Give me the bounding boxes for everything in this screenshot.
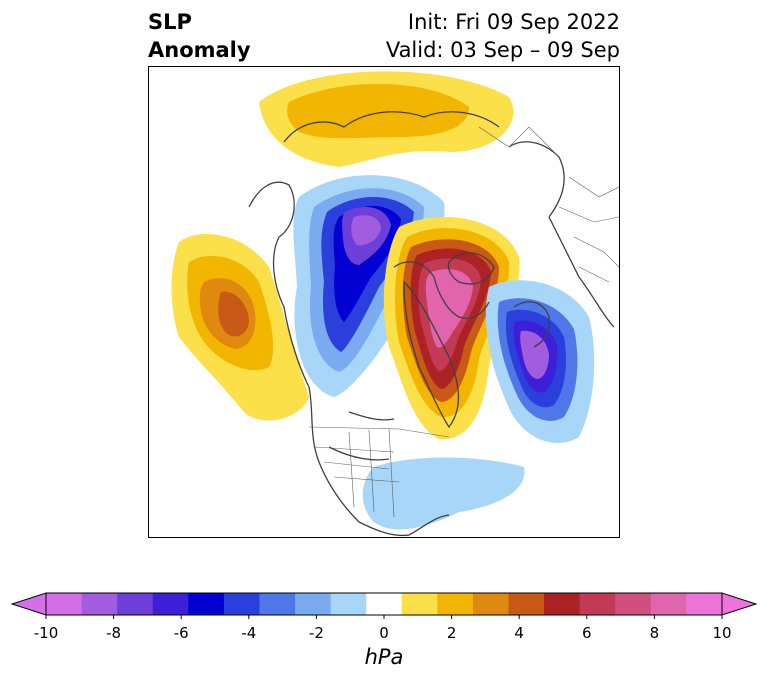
colorbar-swatch: [117, 593, 154, 615]
colorbar-swatch: [472, 593, 510, 615]
colorbar: [10, 592, 758, 619]
colorbar-swatch: [544, 593, 581, 615]
colorbar-tick-label: 8: [649, 624, 660, 642]
map-panel: [148, 66, 620, 538]
colorbar-swatch: [223, 593, 260, 615]
colorbar-swatch: [152, 593, 189, 615]
colorbar-tick-label: -4: [241, 624, 257, 642]
colorbar-swatch: [81, 593, 118, 615]
colorbar-label: hPa: [364, 645, 404, 669]
colorbar-extend-min: [10, 592, 47, 616]
map-subtitle: Init: Fri 09 Sep 2022 Valid: 03 Sep – 09…: [386, 8, 620, 64]
political-borders: [308, 126, 619, 518]
init-date: Init: Fri 09 Sep 2022: [407, 10, 620, 34]
colorbar-swatch: [650, 593, 687, 615]
anomaly-map: [171, 71, 619, 537]
title-line-1: SLP: [148, 10, 192, 34]
anomaly-low-canada: [293, 175, 445, 397]
coastlines: [248, 111, 615, 537]
colorbar-swatch: [46, 593, 83, 615]
colorbar-swatch: [330, 593, 367, 615]
colorbar-tick-label: 10: [712, 624, 732, 642]
colorbar-tick-label: 2: [446, 624, 457, 642]
colorbar-tick-label: 6: [582, 624, 592, 642]
colorbar-tick-label: 0: [379, 624, 389, 642]
colorbar-swatch: [188, 593, 225, 615]
colorbar-swatch: [437, 593, 474, 615]
colorbar-extend-max: [721, 592, 758, 616]
anomaly-high-pacific: [171, 234, 309, 421]
colorbar-tick-label: -10: [33, 624, 59, 642]
colorbar-tick-label: -8: [106, 624, 122, 642]
anomaly-low-atlantic: [362, 457, 525, 530]
map-title: SLP Anomaly: [148, 8, 251, 64]
anomaly-low-europe: [485, 280, 595, 443]
colorbar-swatch: [615, 593, 652, 615]
colorbar-tick-label: -2: [308, 624, 324, 642]
valid-range: Valid: 03 Sep – 09 Sep: [385, 38, 620, 62]
colorbar-tick-label: -6: [173, 624, 189, 642]
colorbar-swatch: [401, 593, 438, 615]
colorbar-swatch: [295, 593, 332, 615]
title-line-2: Anomaly: [148, 38, 251, 62]
colorbar-swatch: [579, 593, 616, 615]
colorbar-swatch: [259, 593, 296, 615]
colorbar-swatch: [508, 593, 545, 615]
anomaly-high-arctic: [259, 71, 514, 167]
colorbar-swatch: [366, 593, 403, 615]
colorbar-tick-label: 4: [514, 624, 524, 642]
colorbar-swatch: [686, 593, 723, 615]
